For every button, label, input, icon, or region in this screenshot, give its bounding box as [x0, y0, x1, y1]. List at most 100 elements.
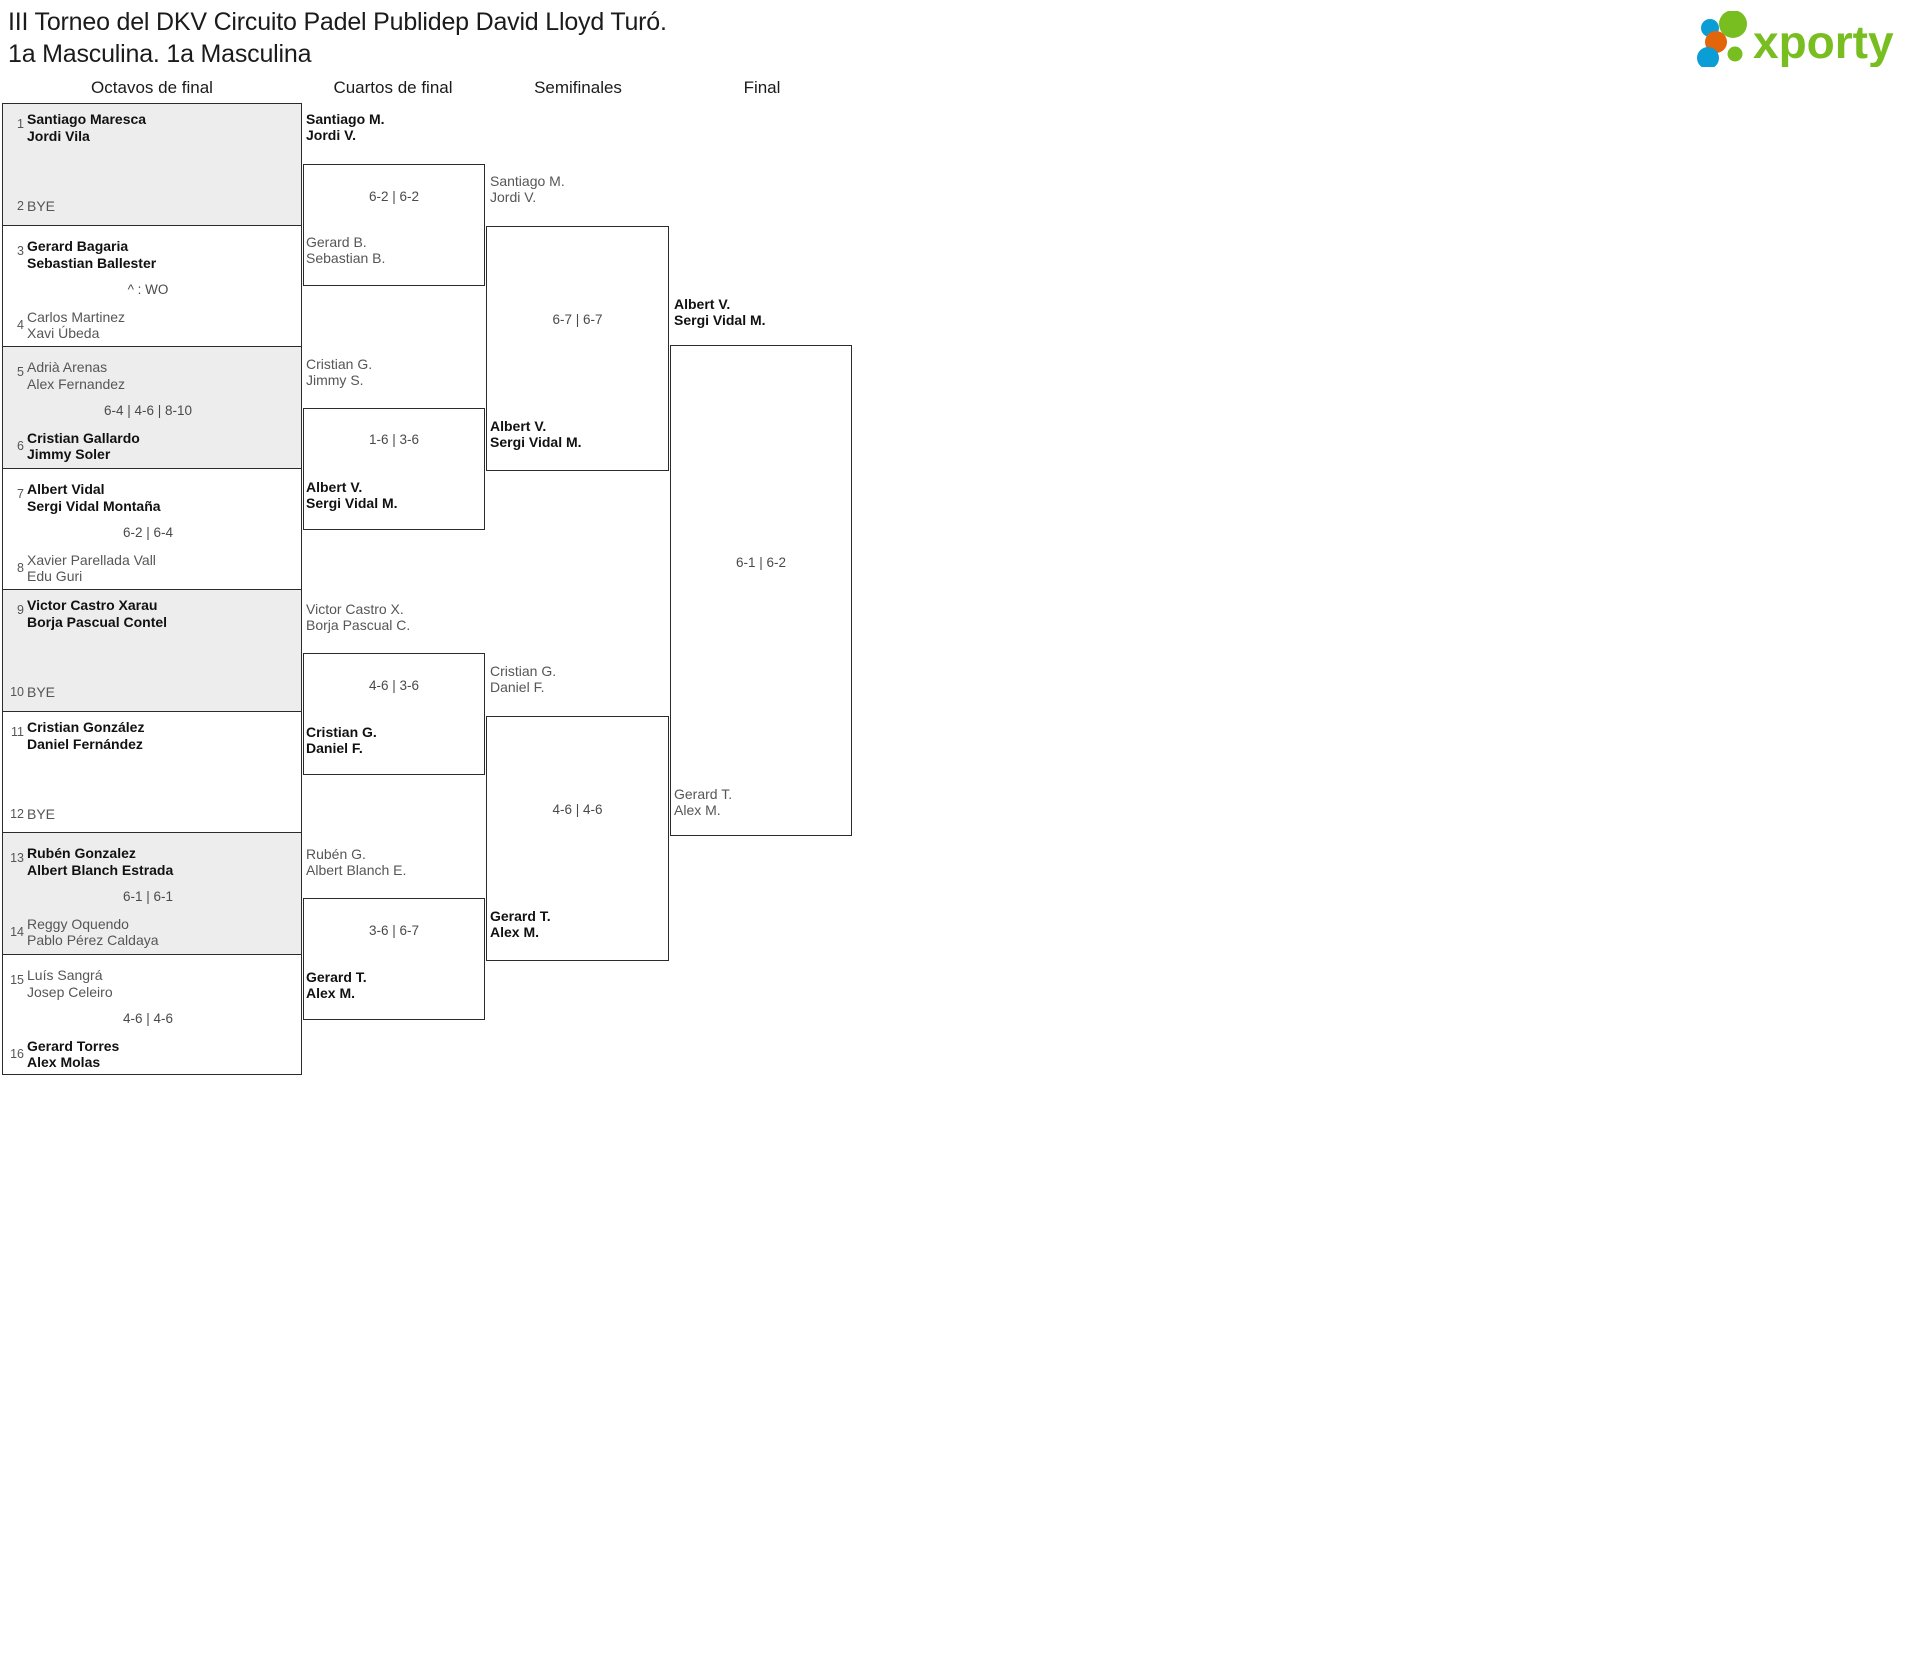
- seed-number: 13: [10, 851, 24, 865]
- tournament-title-line-1: III Torneo del DKV Circuito Padel Publid…: [8, 8, 667, 36]
- seed-number: 6: [17, 439, 24, 453]
- team-player-2: Sergi Vidal Montaña: [27, 497, 161, 514]
- logo-dot-green-large: [1719, 11, 1747, 38]
- match-row[interactable]: 9 Victor Castro Xarau Borja Pascual Cont…: [2, 589, 302, 711]
- match-row[interactable]: 11 Cristian González Daniel Fernández 12…: [2, 710, 302, 832]
- team-player-1: Xavier Parellada Vall: [27, 551, 156, 568]
- page-title: III Torneo del DKV Circuito Padel Publid…: [8, 6, 1208, 70]
- round-heading-final: Final: [743, 78, 781, 97]
- logo-dot-blue-bottom: [1697, 47, 1719, 67]
- team-player-2: Alex M.: [674, 801, 721, 818]
- team-player-2: Daniel F.: [306, 739, 363, 756]
- sf-connector-box: [486, 716, 669, 961]
- seed-number: 9: [17, 603, 24, 617]
- team-player-1: Cristian G.: [306, 724, 377, 740]
- match-score: 6-2 | 6-4: [122, 524, 174, 540]
- match-score: 4-6 | 4-6: [122, 1010, 174, 1026]
- match-score: 4-6 | 3-6: [368, 678, 420, 693]
- match-row[interactable]: 7 Albert Vidal Sergi Vidal Montaña 6-2 |…: [2, 467, 302, 589]
- sf-team-top[interactable]: Santiago M. Jordi V.: [490, 173, 565, 206]
- logo-wordmark: xporty: [1753, 16, 1894, 67]
- team-player-2: Josep Celeiro: [27, 983, 113, 1000]
- sf-team-top[interactable]: Cristian G. Daniel F.: [490, 663, 557, 696]
- team-player-2: Jimmy Soler: [27, 446, 111, 462]
- sf-team-bottom[interactable]: Albert V. Sergi Vidal M.: [490, 418, 582, 451]
- team-player-2: Sergi Vidal M.: [306, 494, 398, 511]
- seed-number: 4: [17, 317, 24, 332]
- team-player-1: Albert V.: [306, 479, 363, 495]
- xporty-logo[interactable]: xporty: [1687, 8, 1902, 70]
- qf-team-bottom[interactable]: Gerard T. Alex M.: [306, 969, 367, 1002]
- match-score: 6-2 | 6-2: [368, 189, 420, 204]
- seed-number: 8: [17, 560, 24, 575]
- team-player-1: Gerard T.: [674, 786, 733, 802]
- seed-number: 10: [10, 685, 24, 699]
- qf-team-bottom[interactable]: Cristian G. Daniel F.: [306, 724, 377, 757]
- team-player-1: Rubén G.: [306, 846, 366, 862]
- team-player-1: Cristian G.: [306, 356, 373, 372]
- team-player-2: Sebastian B.: [306, 249, 386, 266]
- team-player-2: Edu Guri: [27, 567, 83, 584]
- team-player-1: Albert V.: [490, 418, 547, 434]
- qf-connector-box: [303, 898, 485, 1020]
- team-player-1: Luís Sangrá: [27, 966, 103, 983]
- match-score: 3-6 | 6-7: [368, 923, 420, 938]
- team-player-1: Victor Castro Xarau: [27, 597, 158, 613]
- sf-team-bottom[interactable]: Gerard T. Alex M.: [490, 908, 551, 941]
- team-player-2: Xavi Úbeda: [27, 324, 100, 341]
- team-player-1: Victor Castro X.: [306, 601, 404, 617]
- qf-team-top[interactable]: Rubén G. Albert Blanch E.: [306, 846, 407, 879]
- team-player-2: Alex M.: [306, 984, 356, 1001]
- round-heading-semifinales: Semifinales: [534, 78, 622, 97]
- qf-connector-box: [303, 653, 485, 775]
- match-score: 6-7 | 6-7: [552, 312, 603, 327]
- qf-team-bottom[interactable]: Gerard B. Sebastian B.: [306, 234, 386, 267]
- team-player-2: Jimmy S.: [306, 371, 364, 388]
- seed-number: 7: [17, 486, 24, 501]
- team-player-2: Borja Pascual Contel: [27, 614, 168, 630]
- team-player-1: Santiago M.: [490, 173, 565, 189]
- seed-number: 12: [10, 806, 24, 821]
- team-player-2: Daniel Fernández: [27, 735, 143, 752]
- match-row[interactable]: 13 Rubén Gonzalez Albert Blanch Estrada …: [2, 832, 302, 954]
- team-player-1: Gerard Bagaria: [27, 237, 129, 254]
- final-team-bottom[interactable]: Gerard T. Alex M.: [674, 786, 733, 819]
- team-player-1: Cristian G.: [490, 663, 557, 679]
- match-score: 6-1 | 6-2: [735, 555, 787, 570]
- match-score: 1-6 | 3-6: [368, 432, 420, 447]
- team-player-2: Jordi Vila: [27, 128, 90, 144]
- match-score: 6-1 | 6-1: [122, 889, 174, 904]
- team-player-2: Albert Blanch E.: [306, 861, 407, 878]
- team-player-1: Rubén Gonzalez: [27, 845, 136, 861]
- round-octavos-column: 1 Santiago Maresca Jordi Vila 2 BYE 3 Ge…: [2, 103, 302, 1075]
- qf-team-bottom[interactable]: Albert V. Sergi Vidal M.: [306, 479, 398, 512]
- logo-dot-green-small: [1727, 46, 1743, 62]
- team-player-1: Gerard T.: [490, 908, 551, 924]
- team-player-1: Santiago M.: [306, 111, 385, 127]
- match-row[interactable]: 15 Luís Sangrá Josep Celeiro 4-6 | 4-6 1…: [2, 953, 302, 1075]
- team-player-2: Sebastian Ballester: [27, 254, 157, 271]
- team-player-1: Reggy Oquendo: [27, 916, 129, 932]
- match-row[interactable]: 5 Adrià Arenas Alex Fernandez 6-4 | 4-6 …: [2, 346, 302, 468]
- team-player-2: Jordi V.: [490, 188, 537, 205]
- qf-connector-box: [303, 164, 485, 286]
- round-heading-octavos: Octavos de final: [91, 78, 213, 97]
- team-player-2: Sergi Vidal M.: [490, 433, 582, 450]
- seed-number: 2: [17, 199, 24, 213]
- team-player-1: BYE: [27, 805, 56, 822]
- final-team-top[interactable]: Albert V. Sergi Vidal M.: [674, 296, 766, 329]
- qf-connector-box: [303, 408, 485, 530]
- match-score: ^ : WO: [127, 281, 169, 297]
- seed-number: 16: [10, 1046, 24, 1061]
- qf-team-top[interactable]: Santiago M. Jordi V.: [306, 111, 385, 144]
- team-player-2: Pablo Pérez Caldaya: [27, 932, 159, 948]
- match-row[interactable]: 1 Santiago Maresca Jordi Vila 2 BYE: [2, 103, 302, 225]
- seed-number: 14: [10, 925, 24, 939]
- team-player-1: Adrià Arenas: [27, 359, 108, 375]
- team-player-1: Santiago Maresca: [27, 111, 147, 127]
- team-player-1: BYE: [27, 198, 56, 214]
- qf-team-top[interactable]: Cristian G. Jimmy S.: [306, 356, 373, 389]
- match-row[interactable]: 3 Gerard Bagaria Sebastian Ballester ^ :…: [2, 224, 302, 346]
- qf-team-top[interactable]: Victor Castro X. Borja Pascual C.: [306, 601, 410, 634]
- team-player-2: Jordi V.: [306, 126, 357, 143]
